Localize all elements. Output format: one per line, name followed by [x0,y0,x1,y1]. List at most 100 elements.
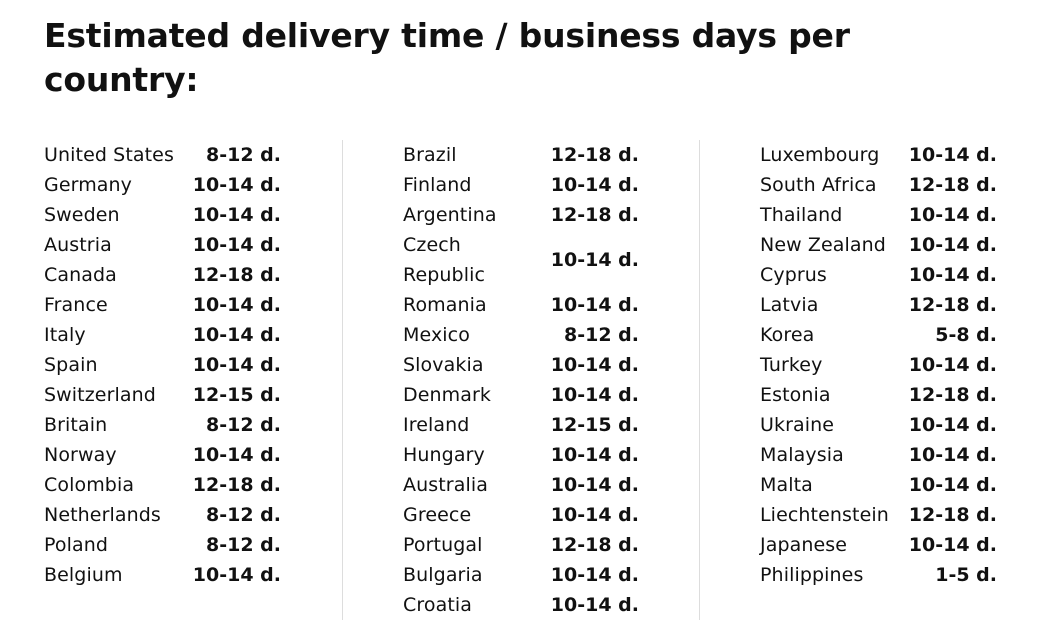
country-row: Germany 10-14 d. [44,170,281,200]
country-column-3: Luxembourg 10-14 d. South Africa 12-18 d. … [760,140,997,590]
country-row: Sweden 10-14 d. [44,200,281,230]
delivery-days: 10-14 d. [908,474,997,496]
country-name: Ukraine [760,414,835,436]
country-name: Estonia [760,384,831,406]
delivery-days: 10-14 d. [908,144,997,166]
delivery-days: 10-14 d. [550,474,639,496]
delivery-days: 10-14 d. [550,174,639,196]
country-name: Japanese [760,534,848,556]
delivery-days: 12-18 d. [908,174,997,196]
country-name: Poland [44,534,109,556]
country-name: Denmark [403,384,492,406]
delivery-days: 12-18 d. [192,474,281,496]
delivery-days: 12-15 d. [550,414,639,436]
country-name: Luxembourg [760,144,880,166]
delivery-days: 10-14 d. [192,324,281,346]
country-name: Mexico [403,324,470,346]
country-row: Bulgaria 10-14 d. [403,560,639,590]
delivery-days: 10-14 d. [908,264,997,286]
delivery-days: 10-14 d. [192,564,281,586]
country-name: Brazil [403,144,457,166]
country-row: South Africa 12-18 d. [760,170,997,200]
country-row: Australia 10-14 d. [403,470,639,500]
delivery-days: 10-14 d. [550,294,639,316]
country-name: Netherlands [44,504,161,526]
delivery-days: 8-12 d. [564,324,639,346]
country-name: Argentina [403,204,497,226]
column-divider [342,140,343,620]
country-name: Latvia [760,294,819,316]
country-name: Sweden [44,204,120,226]
country-row: Liechtenstein 12-18 d. [760,500,997,530]
delivery-days: 5-8 d. [935,324,997,346]
country-name: Turkey [760,354,823,376]
country-name: Thailand [760,204,843,226]
country-name: Croatia [403,594,472,616]
country-row: Japanese 10-14 d. [760,530,997,560]
country-row: Malaysia 10-14 d. [760,440,997,470]
delivery-days: 12-18 d. [192,264,281,286]
country-row: United States 8-12 d. [44,140,281,170]
country-name: Belgium [44,564,123,586]
country-name: Cyprus [760,264,827,286]
country-name: Romania [403,294,487,316]
country-name: Ireland [403,414,470,436]
country-name: Liechtenstein [760,504,889,526]
country-row: Denmark 10-14 d. [403,380,639,410]
country-row: Austria 10-14 d. [44,230,281,260]
country-row: Spain 10-14 d. [44,350,281,380]
country-row: Netherlands 8-12 d. [44,500,281,530]
country-row: Thailand 10-14 d. [760,200,997,230]
country-row: Slovakia 10-14 d. [403,350,639,380]
delivery-days: 12-18 d. [550,204,639,226]
delivery-days: 10-14 d. [550,249,639,271]
country-name: Norway [44,444,117,466]
country-row: Italy 10-14 d. [44,320,281,350]
country-row: Luxembourg 10-14 d. [760,140,997,170]
country-name: New Zealand [760,234,886,256]
page-title: Estimated delivery time / business days … [44,16,850,99]
delivery-days: 12-18 d. [908,384,997,406]
country-name: Canada [44,264,117,286]
country-row: Brazil 12-18 d. [403,140,639,170]
country-name: Czech Republic [403,234,486,286]
country-name: Italy [44,324,86,346]
country-row: Switzerland 12-15 d. [44,380,281,410]
country-name: Switzerland [44,384,156,406]
delivery-days: 10-14 d. [192,234,281,256]
country-name: Philippines [760,564,864,586]
country-row: Greece 10-14 d. [403,500,639,530]
country-row: Finland 10-14 d. [403,170,639,200]
country-name: Malta [760,474,813,496]
country-name: Korea [760,324,815,346]
country-row: Romania 10-14 d. [403,290,639,320]
country-row: Norway 10-14 d. [44,440,281,470]
country-row: Argentina 12-18 d. [403,200,639,230]
delivery-days: 12-18 d. [908,504,997,526]
country-name: United States [44,144,174,166]
country-row: Croatia 10-14 d. [403,590,639,620]
country-name: Greece [403,504,472,526]
delivery-days: 10-14 d. [550,444,639,466]
country-row: Malta 10-14 d. [760,470,997,500]
delivery-days: 8-12 d. [206,144,281,166]
country-row: Canada 12-18 d. [44,260,281,290]
country-row: Latvia 12-18 d. [760,290,997,320]
delivery-days: 10-14 d. [192,174,281,196]
delivery-days: 10-14 d. [908,444,997,466]
country-name: Bulgaria [403,564,483,586]
country-row: Korea 5-8 d. [760,320,997,350]
country-row: Ukraine 10-14 d. [760,410,997,440]
country-name: Australia [403,474,488,496]
country-name: Germany [44,174,133,196]
column-divider [699,140,700,620]
country-name: Colombia [44,474,135,496]
delivery-days: 10-14 d. [908,204,997,226]
country-name: Hungary [403,444,485,466]
country-column-2: Brazil 12-18 d. Finland 10-14 d. Argentina… [403,140,639,620]
delivery-days: 10-14 d. [550,384,639,406]
delivery-days: 12-18 d. [908,294,997,316]
delivery-days: 12-15 d. [192,384,281,406]
delivery-days: 12-18 d. [550,534,639,556]
country-name: Spain [44,354,98,376]
